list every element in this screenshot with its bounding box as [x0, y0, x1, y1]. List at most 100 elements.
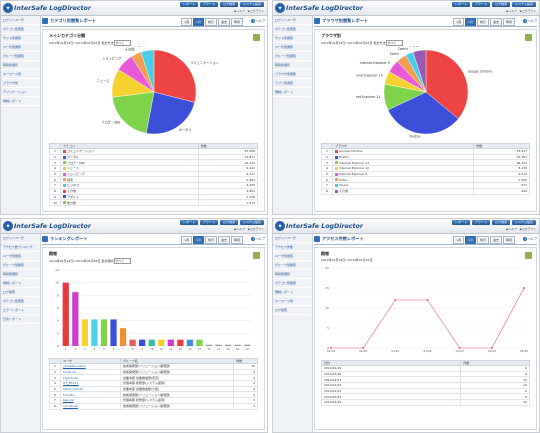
sidebar-item[interactable]: アプリケーション	[1, 88, 40, 97]
tab-period[interactable]: 1週	[181, 18, 193, 26]
bar[interactable]	[110, 319, 117, 346]
bar[interactable]	[215, 344, 222, 346]
top-button-0[interactable]: レポート	[180, 220, 199, 225]
bar[interactable]	[139, 339, 146, 346]
top-link-1[interactable]: ▶ログアウト	[247, 9, 264, 13]
aggregate-select[interactable]: すべて	[113, 40, 132, 46]
top-button-3[interactable]: システム設定	[512, 2, 536, 7]
sidebar-item[interactable]: グループ別閲覧	[273, 261, 312, 270]
bar[interactable]	[91, 319, 98, 346]
tab-period[interactable]: 前日	[476, 236, 489, 244]
tab-period[interactable]: 過去	[217, 18, 230, 26]
bar[interactable]	[196, 339, 203, 346]
sidebar-item[interactable]: 規制レポート	[1, 279, 40, 288]
tab-period[interactable]: 1月	[193, 236, 204, 244]
help-link[interactable]: ?ヘルプ	[251, 236, 265, 241]
top-button-0[interactable]: レポート	[452, 220, 471, 225]
sidebar-item[interactable]: ログ検索	[1, 288, 40, 297]
bar[interactable]	[158, 339, 165, 346]
top-link-0[interactable]: ▶ヘルプ	[506, 227, 517, 231]
data-point[interactable]	[394, 299, 397, 301]
top-button-2[interactable]: ログ検索	[220, 2, 239, 7]
bar[interactable]	[205, 344, 213, 346]
data-point[interactable]	[330, 347, 332, 349]
sidebar-item[interactable]: 時間別閲覧	[273, 61, 312, 70]
sidebar-item[interactable]: ログインユーザ	[273, 234, 312, 243]
sidebar-item[interactable]: ユーザ別閲覧	[273, 252, 312, 261]
data-point[interactable]	[523, 287, 525, 289]
top-button-1[interactable]: アラート	[472, 220, 491, 225]
sidebar-item[interactable]: 時間別閲覧	[1, 270, 40, 279]
sidebar-item[interactable]: グループ別閲覧	[1, 52, 40, 61]
sidebar-item[interactable]: ブラウザ別	[1, 79, 40, 88]
sidebar-item[interactable]: 規制レポート	[273, 288, 312, 297]
sidebar-item[interactable]: 時間別閲覧	[1, 61, 40, 70]
sidebar-item[interactable]: アクセス数ランキング	[1, 243, 40, 252]
export-icon[interactable]	[525, 34, 532, 41]
help-link[interactable]: ?ヘルプ	[251, 18, 265, 23]
tab-period[interactable]: 時間	[230, 236, 243, 244]
table-cell[interactable]: その他	[331, 187, 475, 195]
bar[interactable]	[81, 319, 88, 346]
data-point[interactable]	[426, 299, 429, 301]
export-icon[interactable]	[253, 252, 260, 259]
top-button-3[interactable]: システム設定	[240, 2, 264, 7]
tab-period[interactable]: 1週	[453, 236, 465, 244]
sidebar-item[interactable]: カテゴリ別閲覧	[273, 25, 312, 34]
top-button-2[interactable]: ログ検索	[492, 2, 511, 7]
aggregate-select[interactable]: すべて	[385, 40, 404, 46]
tab-period[interactable]: 1週	[453, 18, 465, 26]
sidebar-item[interactable]: アクセス件数	[273, 243, 312, 252]
sidebar-item[interactable]: アプリ別閲覧	[273, 79, 312, 88]
sidebar-item[interactable]: ブラウザ別閲覧	[273, 70, 312, 79]
bar[interactable]	[148, 339, 155, 346]
sidebar-item[interactable]: キーワード別	[273, 297, 312, 306]
top-button-3[interactable]: システム設定	[512, 220, 536, 225]
top-button-1[interactable]: アラート	[200, 220, 219, 225]
top-link-1[interactable]: ▶ログアウト	[247, 227, 264, 231]
top-link-0[interactable]: ▶ヘルプ	[234, 227, 245, 231]
tab-period[interactable]: 1月	[465, 18, 476, 26]
sidebar-item[interactable]: キーワード別	[1, 70, 40, 79]
sidebar-item[interactable]: 時間別閲覧	[273, 270, 312, 279]
top-button-3[interactable]: システム設定	[240, 220, 264, 225]
bar[interactable]	[186, 339, 194, 346]
export-icon[interactable]	[525, 252, 532, 259]
sidebar-item[interactable]: グループ別閲覧	[273, 52, 312, 61]
top-link-1[interactable]: ▶ログアウト	[519, 227, 536, 231]
sidebar-item[interactable]: ユーザ別閲覧	[1, 252, 40, 261]
sidebar-item[interactable]: ログ検索	[273, 306, 312, 315]
sidebar-item[interactable]: ユーザ別閲覧	[1, 43, 40, 52]
sidebar-item[interactable]: ログインユーザ	[1, 234, 40, 243]
tab-period[interactable]: 1月	[465, 236, 476, 244]
tab-period[interactable]: 前日	[204, 18, 217, 26]
sidebar-item[interactable]: サイト別閲覧	[273, 34, 312, 43]
table-cell[interactable]: 未分類	[60, 199, 199, 206]
sidebar-item[interactable]: グループ別閲覧	[1, 261, 40, 270]
tab-period[interactable]: 前日	[204, 236, 217, 244]
tab-period[interactable]: 1月	[193, 18, 204, 26]
tab-period[interactable]: 過去	[489, 18, 502, 26]
bar[interactable]	[167, 339, 174, 346]
sidebar-item[interactable]: ログインユーザ	[1, 16, 40, 25]
top-button-0[interactable]: レポート	[180, 2, 199, 7]
tab-period[interactable]: 過去	[217, 236, 230, 244]
data-point[interactable]	[362, 347, 365, 349]
data-point[interactable]	[490, 347, 493, 349]
sidebar-item[interactable]: 規制レポート	[1, 97, 40, 106]
tab-period[interactable]: 時間	[230, 18, 243, 26]
tab-period[interactable]: 1週	[181, 236, 193, 244]
top-button-0[interactable]: レポート	[452, 2, 471, 7]
help-link[interactable]: ?ヘルプ	[523, 236, 537, 241]
tab-period[interactable]: 前日	[476, 18, 489, 26]
bar[interactable]	[62, 282, 69, 346]
bar[interactable]	[100, 319, 108, 346]
top-link-0[interactable]: ▶ヘルプ	[506, 9, 517, 13]
sidebar-item[interactable]: サイト別閲覧	[1, 34, 40, 43]
table-cell[interactable]: ryo-ishida	[60, 402, 121, 410]
top-button-2[interactable]: ログ検索	[492, 220, 511, 225]
sidebar-item[interactable]: 日次レポート	[1, 315, 40, 324]
bar[interactable]	[129, 339, 136, 346]
sidebar-item[interactable]: ログインユーザ	[273, 16, 312, 25]
top-link-1[interactable]: ▶ログアウト	[519, 9, 536, 13]
